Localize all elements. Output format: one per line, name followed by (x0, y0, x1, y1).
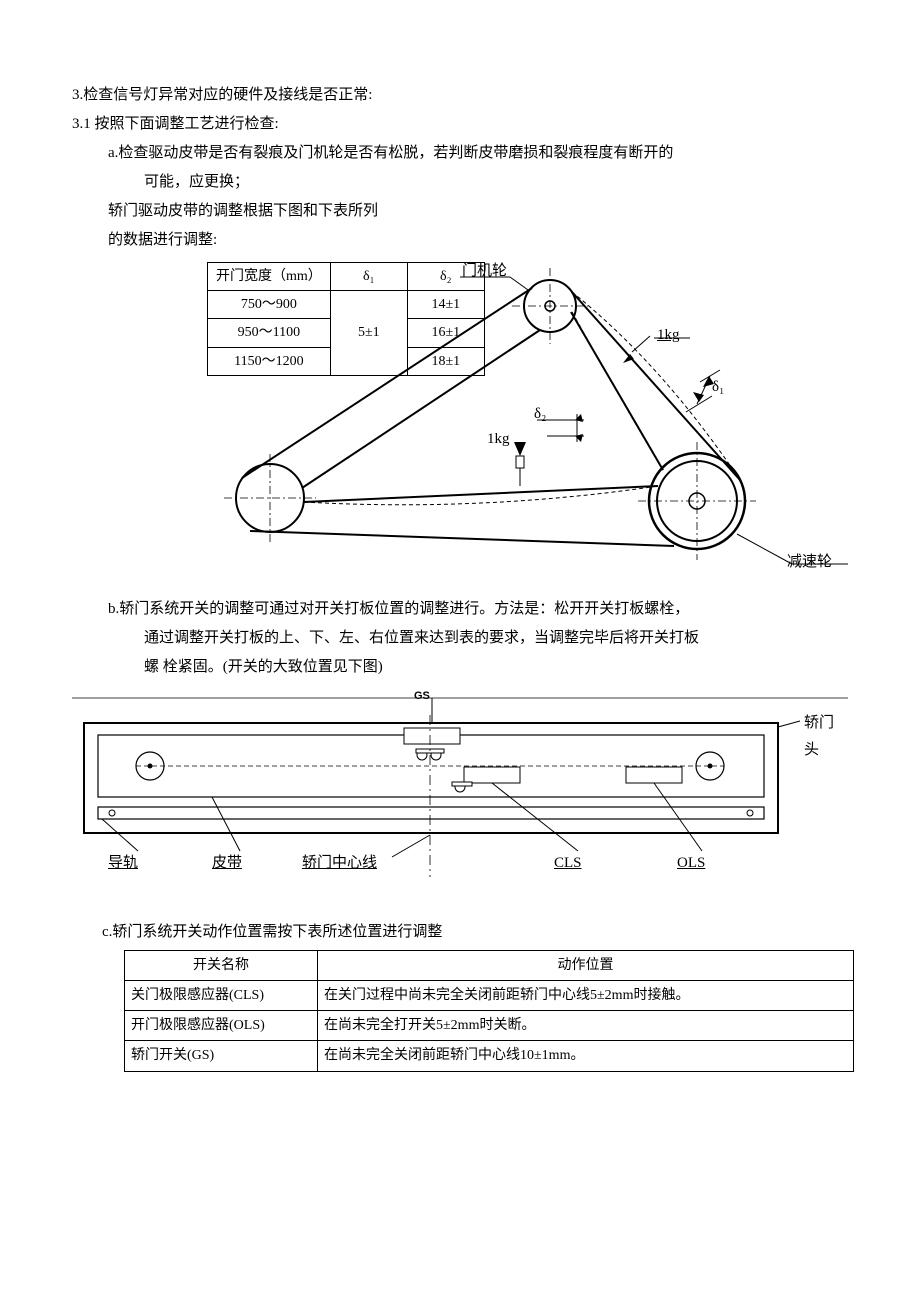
belt-svg (72, 264, 848, 584)
rail-diagram: GS 轿门头 导轨 皮带 轿门中心线 CLS OLS (72, 687, 848, 877)
line-3: 3.检查信号灯异常对应的硬件及接线是否正常: (72, 82, 848, 109)
sw-r0c1: 在关门过程中尚未完全关闭前距轿门中心线5±2mm时接触。 (318, 980, 854, 1010)
line-a2: 可能，应更换； (72, 169, 848, 196)
line-a3: 轿门驱动皮带的调整根据下图和下表所列 (72, 198, 848, 225)
rail-svg (72, 687, 848, 877)
switch-position-table: 开关名称 动作位置 关门极限感应器(CLS) 在关门过程中尚未完全关闭前距轿门中… (124, 950, 854, 1072)
belt-diagram: 门机轮 1kg δ₁ δ₂ 1kg 减速轮 (72, 264, 848, 584)
sw-r2c0: 轿门开关(GS) (125, 1041, 318, 1071)
sw-h1: 动作位置 (318, 950, 854, 980)
sw-h0: 开关名称 (125, 950, 318, 980)
line-a: a.检查驱动皮带是否有裂痕及门机轮是否有松脱，若判断皮带磨损和裂痕程度有断开的 (72, 140, 848, 167)
line-a4: 的数据进行调整: (72, 227, 848, 254)
sw-r1c0: 开门极限感应器(OLS) (125, 1011, 318, 1041)
line-31: 3.1 按照下面调整工艺进行检查: (72, 111, 848, 138)
line-b2: 通过调整开关打板的上、下、左、右位置来达到表的要求，当调整完毕后将开关打板 (72, 625, 848, 652)
sw-r1c1: 在尚未完全打开关5±2mm时关断。 (318, 1011, 854, 1041)
line-c: c.轿门系统开关动作位置需按下表所述位置进行调整 (72, 919, 848, 946)
line-b: b.轿门系统开关的调整可通过对开关打板位置的调整进行。方法是：松开开关打板螺栓， (72, 596, 848, 623)
sw-r0c0: 关门极限感应器(CLS) (125, 980, 318, 1010)
line-b3: 螺 栓紧固。(开关的大致位置见下图) (72, 654, 848, 681)
sw-r2c1: 在尚未完全关闭前距轿门中心线10±1mm。 (318, 1041, 854, 1071)
